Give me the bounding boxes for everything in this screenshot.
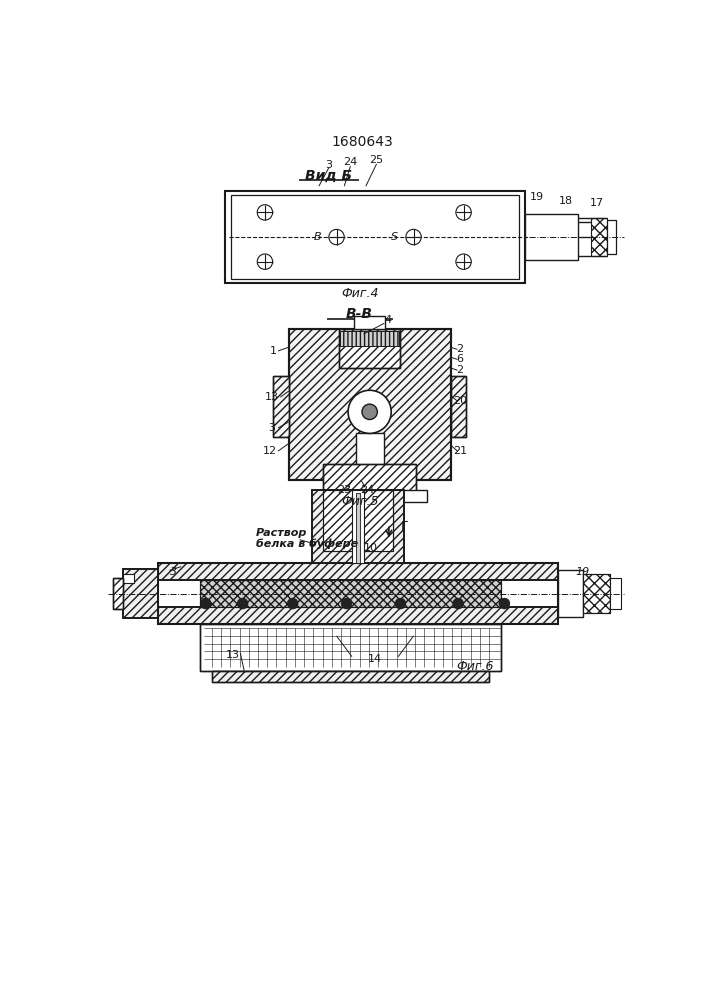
Text: Фиг.6: Фиг.6 xyxy=(457,660,494,673)
Bar xyxy=(288,329,450,480)
Bar xyxy=(123,569,158,618)
Text: Г: Г xyxy=(400,520,408,533)
Text: 17: 17 xyxy=(590,198,604,208)
Text: 2: 2 xyxy=(456,344,463,354)
Bar xyxy=(339,329,400,368)
Bar xyxy=(610,578,621,609)
Bar xyxy=(450,376,466,437)
Bar xyxy=(525,214,578,260)
Bar xyxy=(158,563,559,580)
Text: 19: 19 xyxy=(530,192,544,202)
Text: 3: 3 xyxy=(269,423,275,433)
Bar xyxy=(324,464,416,491)
Bar xyxy=(113,578,123,609)
Text: 13: 13 xyxy=(265,392,279,402)
Text: 12: 12 xyxy=(262,446,276,456)
Bar xyxy=(583,574,610,613)
Bar xyxy=(324,490,393,551)
Bar xyxy=(324,464,416,491)
Bar xyxy=(158,607,559,624)
Bar xyxy=(450,376,466,437)
Text: 24: 24 xyxy=(361,485,375,495)
Circle shape xyxy=(341,598,352,609)
Text: 10: 10 xyxy=(364,543,378,553)
Text: 23: 23 xyxy=(337,485,351,495)
Circle shape xyxy=(238,598,248,609)
Text: Раствор: Раствор xyxy=(256,528,307,538)
Text: S: S xyxy=(391,232,398,242)
Bar xyxy=(123,574,134,583)
Bar xyxy=(356,493,361,563)
Bar xyxy=(274,376,288,437)
Bar xyxy=(339,329,400,368)
Text: 20: 20 xyxy=(452,396,467,406)
Bar xyxy=(340,331,399,346)
Bar xyxy=(340,331,399,346)
Bar xyxy=(113,578,123,609)
Text: Фиг.5: Фиг.5 xyxy=(341,495,378,508)
Bar xyxy=(354,316,385,329)
Bar xyxy=(312,490,428,502)
Text: 1: 1 xyxy=(270,346,277,356)
Text: 1680643: 1680643 xyxy=(332,135,394,149)
Text: 4: 4 xyxy=(385,315,392,325)
Text: белка в буфере: белка в буфере xyxy=(256,538,358,549)
Circle shape xyxy=(362,404,378,420)
Bar xyxy=(123,569,158,618)
Bar xyxy=(312,490,404,563)
Bar xyxy=(583,574,610,613)
Text: 19: 19 xyxy=(575,567,590,577)
Bar xyxy=(559,570,583,617)
Circle shape xyxy=(499,598,510,609)
Bar xyxy=(212,671,489,682)
Bar xyxy=(607,220,616,254)
Text: 3: 3 xyxy=(170,567,177,577)
Bar xyxy=(158,563,559,624)
Bar xyxy=(200,580,501,607)
Bar xyxy=(200,624,501,671)
Bar xyxy=(200,624,501,671)
Text: 6: 6 xyxy=(456,354,463,364)
Circle shape xyxy=(200,598,211,609)
Text: 18: 18 xyxy=(559,196,573,206)
Text: 21: 21 xyxy=(452,446,467,456)
Bar xyxy=(225,191,525,283)
Text: В-В: В-В xyxy=(346,307,373,321)
Bar xyxy=(352,490,364,563)
Circle shape xyxy=(452,598,464,609)
Bar xyxy=(274,376,288,437)
Circle shape xyxy=(287,598,298,609)
Text: Вид Б: Вид Б xyxy=(305,168,352,182)
Text: 25: 25 xyxy=(370,155,384,165)
Circle shape xyxy=(395,598,406,609)
Bar xyxy=(592,218,607,256)
Text: 2: 2 xyxy=(456,365,463,375)
Bar xyxy=(356,433,383,466)
Text: B: B xyxy=(313,232,321,242)
Bar xyxy=(158,563,559,580)
Bar xyxy=(212,671,489,682)
Bar xyxy=(158,607,559,624)
Text: 13: 13 xyxy=(226,650,240,660)
Circle shape xyxy=(348,390,391,433)
Bar xyxy=(312,490,404,563)
Bar xyxy=(200,580,501,607)
Text: 24: 24 xyxy=(344,157,358,167)
Bar xyxy=(288,329,450,480)
Text: 14: 14 xyxy=(368,654,382,664)
Text: 3: 3 xyxy=(325,160,332,170)
Text: Фиг.4: Фиг.4 xyxy=(341,287,378,300)
Bar xyxy=(324,490,393,551)
Bar xyxy=(231,195,519,279)
